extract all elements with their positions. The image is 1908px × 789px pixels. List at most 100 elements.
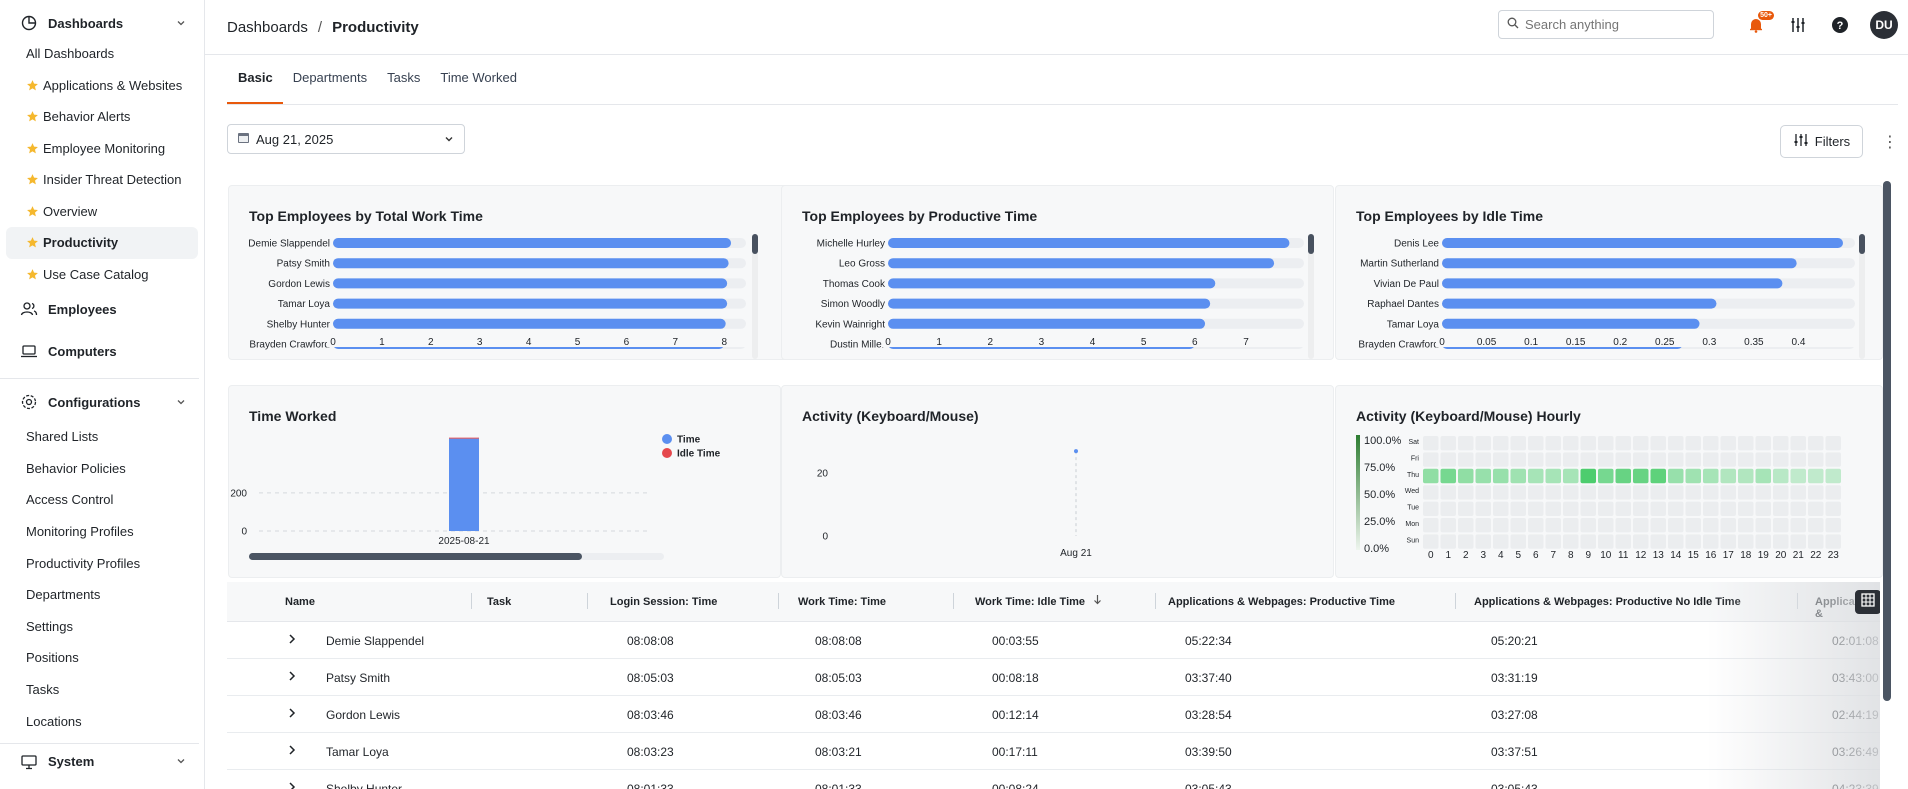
bar[interactable]: [333, 238, 732, 248]
heatmap-cell[interactable]: [1458, 534, 1474, 549]
heatmap-cell[interactable]: [1755, 485, 1772, 500]
heatmap-cell[interactable]: [1703, 468, 1719, 484]
heatmap-cell[interactable]: [1458, 501, 1474, 516]
heatmap-cell[interactable]: [1475, 518, 1492, 533]
heatmap-cell[interactable]: [1650, 518, 1667, 533]
heatmap-cell[interactable]: [1808, 534, 1824, 549]
table-row[interactable]: Gordon Lewis 08:03:46 08:03:46 00:12:14 03:2…: [227, 696, 1880, 733]
heatmap-cell[interactable]: [1825, 452, 1842, 467]
heatmap-cell[interactable]: [1790, 534, 1807, 549]
heatmap-cell[interactable]: [1668, 518, 1684, 533]
heatmap-cell[interactable]: [1580, 534, 1597, 549]
heatmap-cell[interactable]: [1633, 518, 1649, 533]
column-resizer[interactable]: [1455, 593, 1456, 609]
chart-scroll-track[interactable]: [1859, 234, 1865, 359]
table-row[interactable]: Patsy Smith 08:05:03 08:05:03 00:08:18 03:37…: [227, 659, 1880, 696]
heatmap-cell[interactable]: [1825, 534, 1842, 549]
more-options-icon[interactable]: ⋮: [1882, 134, 1898, 151]
heatmap-cell[interactable]: [1563, 501, 1579, 516]
heatmap-cell[interactable]: [1738, 518, 1754, 533]
heatmap-cell[interactable]: [1773, 436, 1789, 451]
heatmap-cell[interactable]: [1615, 452, 1632, 467]
heatmap-cell[interactable]: [1598, 485, 1614, 500]
heatmap-cell[interactable]: [1475, 501, 1492, 516]
heatmap-cell[interactable]: [1440, 452, 1457, 467]
heatmap-cell[interactable]: [1475, 534, 1492, 549]
heatmap-cell[interactable]: [1563, 452, 1579, 467]
heatmap-cell[interactable]: [1510, 501, 1527, 516]
heatmap-cell[interactable]: [1808, 501, 1824, 516]
heatmap-cell[interactable]: [1528, 468, 1544, 484]
heatmap-cell[interactable]: [1808, 468, 1824, 484]
column-header[interactable]: Applications & Webpages: Productive No I…: [1474, 596, 1741, 608]
heatmap-cell[interactable]: [1755, 468, 1772, 484]
column-header[interactable]: Applications & Webpages: Productive Time: [1168, 596, 1395, 608]
breadcrumb-root[interactable]: Dashboards: [227, 18, 308, 36]
heatmap-cell[interactable]: [1475, 485, 1492, 500]
column-header[interactable]: Name: [285, 596, 315, 608]
heatmap-cell[interactable]: [1580, 518, 1597, 533]
heatmap-cell[interactable]: [1650, 452, 1667, 467]
heatmap-cell[interactable]: [1598, 501, 1614, 516]
sidebar-group-configurations[interactable]: Configurations: [6, 383, 198, 421]
heatmap-cell[interactable]: [1755, 452, 1772, 467]
column-header[interactable]: Login Session: Time: [610, 596, 718, 608]
sidebar-item-locations[interactable]: Locations: [6, 705, 198, 737]
heatmap-cell[interactable]: [1615, 436, 1632, 451]
heatmap-cell[interactable]: [1458, 518, 1474, 533]
sidebar-item-use-case-catalog[interactable]: Use Case Catalog: [6, 259, 198, 291]
sidebar-item-behavior-policies[interactable]: Behavior Policies: [6, 453, 198, 485]
heatmap-cell[interactable]: [1598, 468, 1614, 484]
bar[interactable]: [333, 318, 726, 329]
sidebar-item-insider-threat-detection[interactable]: Insider Threat Detection: [6, 164, 198, 196]
heatmap-cell[interactable]: [1720, 534, 1737, 549]
heatmap-cell[interactable]: [1668, 468, 1684, 484]
filters-button[interactable]: Filters: [1780, 125, 1863, 158]
page-scrollbar[interactable]: [1883, 181, 1891, 701]
bar[interactable]: [888, 258, 1275, 269]
tab-tasks[interactable]: Tasks: [387, 70, 421, 85]
bar-idle-time[interactable]: [449, 437, 479, 439]
heatmap-cell[interactable]: [1703, 485, 1719, 500]
bar[interactable]: [888, 318, 1206, 329]
heatmap-cell[interactable]: [1703, 534, 1719, 549]
column-header[interactable]: Work Time: Time: [798, 596, 887, 608]
heatmap-cell[interactable]: [1563, 518, 1579, 533]
heatmap-cell[interactable]: [1458, 485, 1474, 500]
column-resizer[interactable]: [471, 593, 472, 609]
heatmap-cell[interactable]: [1493, 485, 1509, 500]
heatmap-cell[interactable]: [1440, 518, 1457, 533]
heatmap-cell[interactable]: [1633, 468, 1649, 484]
heatmap-cell[interactable]: [1545, 436, 1562, 451]
bar[interactable]: [1442, 238, 1843, 248]
notification-bell-icon[interactable]: 50+: [1744, 11, 1774, 37]
heatmap-cell[interactable]: [1738, 452, 1754, 467]
heatmap-cell[interactable]: [1790, 485, 1807, 500]
search-box[interactable]: [1498, 10, 1714, 39]
heatmap-cell[interactable]: [1773, 468, 1789, 484]
column-header[interactable]: Task: [487, 596, 512, 608]
heatmap-cell[interactable]: [1598, 436, 1614, 451]
heatmap-cell[interactable]: [1598, 452, 1614, 467]
bar[interactable]: [333, 298, 728, 309]
column-header[interactable]: Work Time: Idle Time: [975, 596, 1086, 608]
heatmap-cell[interactable]: [1668, 501, 1684, 516]
column-resizer[interactable]: [1797, 593, 1798, 609]
heatmap-cell[interactable]: [1720, 436, 1737, 451]
heatmap-cell[interactable]: [1580, 485, 1597, 500]
sort-arrow-down-icon[interactable]: [1093, 594, 1102, 608]
heatmap-cell[interactable]: [1563, 436, 1579, 451]
heatmap-cell[interactable]: [1493, 436, 1509, 451]
heatmap-cell[interactable]: [1423, 468, 1439, 484]
heatmap-cell[interactable]: [1545, 452, 1562, 467]
heatmap-cell[interactable]: [1773, 485, 1789, 500]
sidebar-group-dashboards[interactable]: Dashboards: [6, 8, 198, 38]
bar[interactable]: [1442, 318, 1700, 329]
heatmap-cell[interactable]: [1423, 452, 1439, 467]
heatmap-cell[interactable]: [1580, 468, 1597, 484]
heatmap-cell[interactable]: [1668, 534, 1684, 549]
heatmap-cell[interactable]: [1475, 452, 1492, 467]
sidebar-group-system[interactable]: System: [6, 748, 198, 776]
table-row[interactable]: Shelby Hunter 08:01:33 08:01:33 00:08:24 03:…: [227, 770, 1880, 789]
heatmap-cell[interactable]: [1563, 534, 1579, 549]
